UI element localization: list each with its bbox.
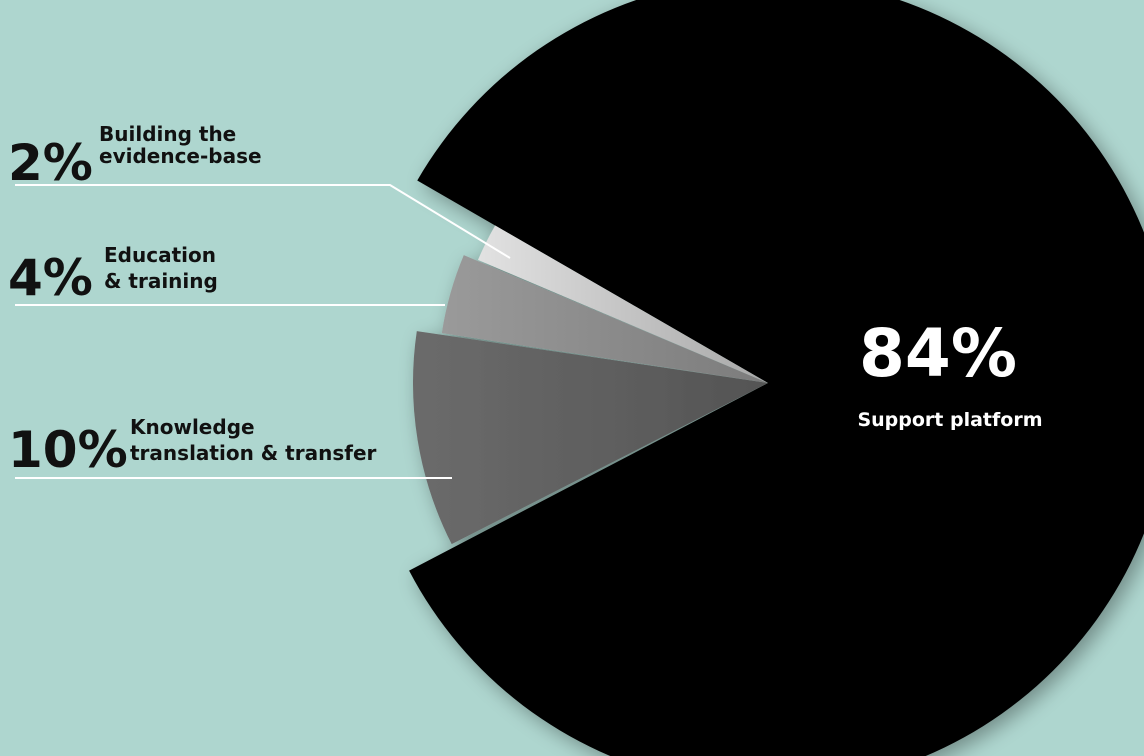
main-percentage-label: 84% (859, 315, 1017, 392)
slice-label-education-line-1: Education (104, 243, 216, 267)
slice-label-education-line-2: & training (104, 269, 218, 293)
main-slice-label: Support platform (857, 409, 1042, 431)
slice-label-knowledge-line-2: translation & transfer (130, 441, 377, 465)
slice-knowledge-translation (412, 331, 768, 545)
slice-education-training (441, 255, 768, 383)
slice-support-platform (409, 0, 1144, 756)
slice-label-knowledge-line-1: Knowledge (130, 415, 255, 439)
leader-lines (15, 184, 511, 479)
slice-building-evidence (478, 225, 768, 383)
slice-label-evidence-line-2: evidence-base (99, 144, 262, 168)
leader-line-evidence (15, 184, 511, 259)
percentage-label-knowledge: 10% (8, 421, 128, 479)
percentage-label-evidence: 2% (8, 134, 93, 192)
slice-labels: 84% Support platform 2% Building theevidenc… (8, 122, 1043, 479)
slice-label-evidence-line-1: Building the (99, 122, 236, 146)
percentage-label-education: 4% (8, 249, 93, 307)
pie-slices (409, 0, 1144, 756)
